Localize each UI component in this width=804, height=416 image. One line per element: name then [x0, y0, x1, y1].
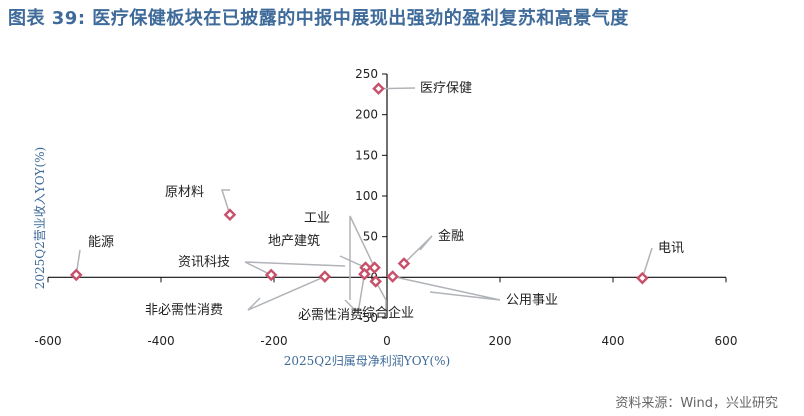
x-tick-label: 400 [602, 334, 625, 348]
data-point [369, 275, 382, 288]
point-label: 非必需性消费 [145, 303, 223, 318]
leader-line [641, 247, 653, 279]
leader-line [220, 189, 231, 215]
point-label: 医疗保健 [420, 81, 472, 96]
point-label: 原材料 [165, 185, 204, 200]
leader-line [403, 235, 433, 265]
x-axis-title: 2025Q2归属母净利润YOY(%) [284, 354, 450, 368]
data-point [69, 268, 83, 282]
y-tick-label: 250 [355, 67, 378, 81]
y-tick-label: 50 [363, 230, 378, 244]
data-point [386, 270, 399, 283]
point-label: 综合企业 [362, 305, 414, 321]
point-label: 地产建筑 [268, 233, 320, 249]
y-tick-label: -50 [358, 311, 378, 325]
point-label: 金融 [438, 228, 464, 244]
y-tick-label: 150 [355, 148, 378, 162]
data-point [223, 208, 237, 222]
leader-line [375, 281, 387, 312]
point-label: 必需性消费 [298, 308, 363, 323]
x-tick-label: 600 [715, 334, 738, 348]
x-tick-label: -400 [147, 334, 174, 348]
data-point [368, 261, 381, 274]
x-tick-label: -600 [34, 334, 61, 348]
data-point [264, 268, 278, 282]
figure-title: 图表 39: 医疗保健板块在已披露的中报中展现出强劲的盈利复苏和高景气度 [8, 8, 629, 29]
data-points [69, 82, 649, 288]
y-axis-title: 2025Q2营业收入YOY(%) [33, 147, 47, 289]
x-tick-label: 200 [489, 334, 512, 348]
point-label: 资讯科技 [178, 255, 230, 270]
data-point [636, 271, 649, 285]
leader-line [349, 215, 376, 300]
data-point [397, 257, 411, 270]
y-tick-label: 200 [355, 108, 378, 122]
data-point [318, 270, 332, 283]
data-point [358, 267, 371, 281]
leader-line [392, 275, 501, 301]
point-label: 公用事业 [506, 293, 558, 308]
point-label: 工业 [304, 211, 330, 226]
leader-line [244, 261, 346, 276]
x-tick-label: 0 [383, 334, 391, 348]
y-tick-label: 100 [355, 189, 378, 203]
leader-line [247, 275, 326, 311]
data-point [372, 82, 385, 95]
point-label: 电讯 [658, 241, 684, 256]
point-label: 能源 [88, 235, 114, 250]
source-note: 资料来源：Wind，兴业研究 [615, 396, 778, 411]
x-tick-label: -200 [260, 334, 287, 348]
leader-line [344, 273, 366, 315]
leader-lines [75, 87, 653, 315]
